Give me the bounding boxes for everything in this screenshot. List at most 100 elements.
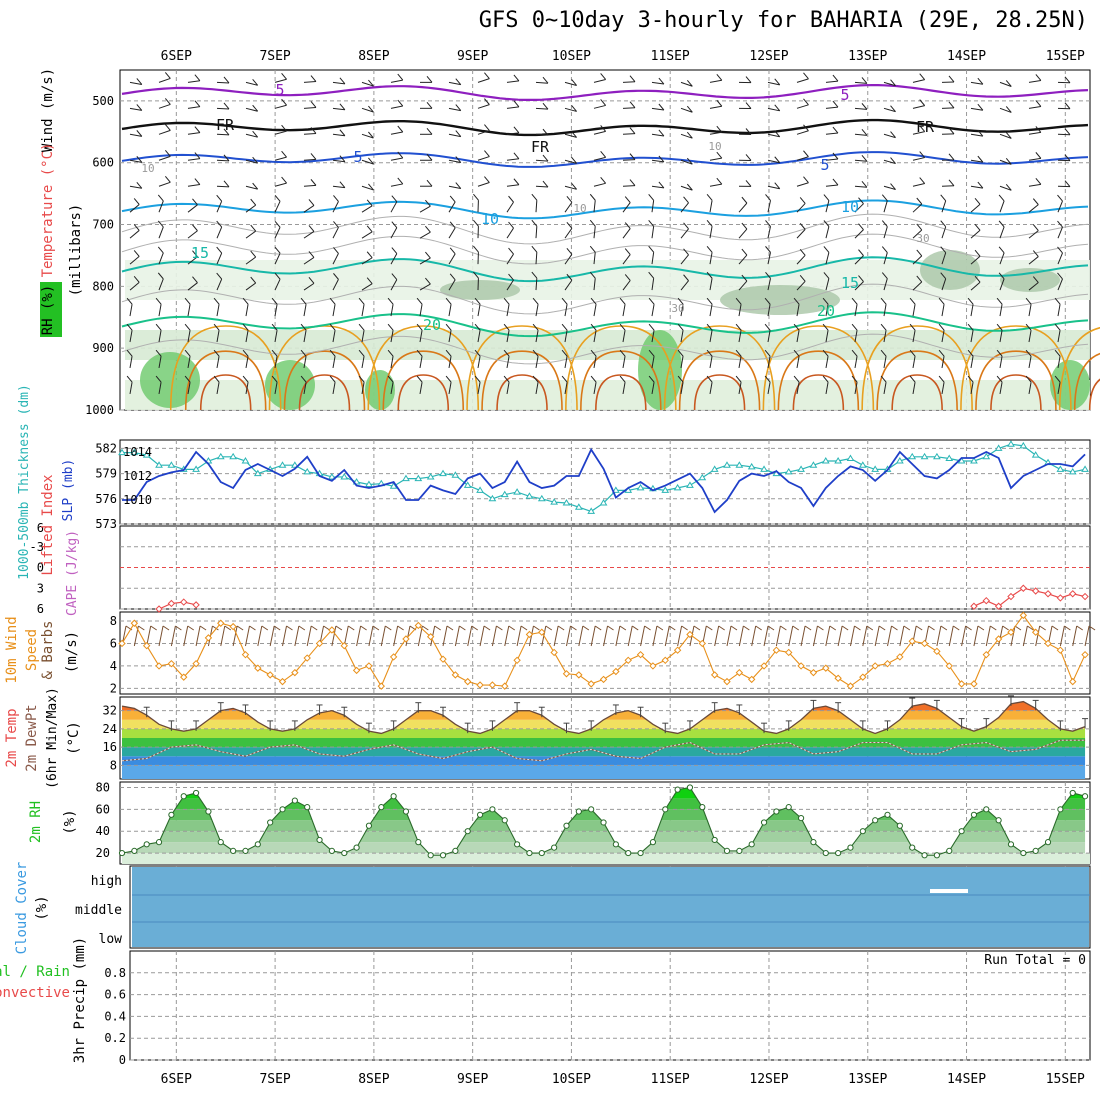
- wind-tick: 4: [110, 659, 117, 673]
- wind-barb-flag: [566, 247, 573, 255]
- wind-barb-flag: [1005, 80, 1012, 87]
- wind-barb-flag: [252, 104, 259, 112]
- wind-barb-flag: [126, 375, 133, 383]
- temp-contour-surface: [663, 325, 776, 411]
- wind-barb-10m: [615, 625, 621, 647]
- wind-barb-flag: [686, 105, 693, 113]
- thickness-point: [895, 457, 904, 464]
- wind-barb-flag: [571, 183, 577, 190]
- wind-barb: [825, 132, 838, 135]
- wind-speed-point: [624, 656, 632, 665]
- wind-barb: [158, 181, 171, 187]
- wind-barb: [709, 226, 713, 239]
- wind-speed-point: [340, 641, 348, 650]
- wind-barb-flag: [799, 197, 806, 204]
- wind-barb: [535, 304, 539, 317]
- wind-barb: [622, 356, 626, 369]
- wind-barb: [941, 226, 947, 239]
- wind-barb-flag: [484, 98, 490, 105]
- wind-barb-flag: [310, 179, 317, 186]
- wind-barb: [883, 200, 888, 213]
- wind-barb: [361, 257, 373, 265]
- wind-barb: [332, 185, 345, 189]
- rh-point: [1032, 847, 1039, 854]
- wind-barb-10m-flag: [138, 625, 145, 631]
- wind-speed-point: [389, 653, 398, 661]
- wind-barb-flag: [916, 223, 923, 231]
- wind-barb-flag: [425, 225, 431, 233]
- wind-barb: [419, 231, 431, 239]
- wind-barb-10m-flag: [878, 625, 886, 631]
- wind-barb: [187, 256, 198, 265]
- wind-barb-10m-flag: [693, 625, 701, 631]
- li-point: [180, 598, 188, 606]
- panel-frame-slp: [119, 439, 1091, 525]
- wind-barb-flag: [157, 220, 164, 228]
- rh-point: [797, 814, 805, 822]
- wind-barb-flag: [192, 198, 198, 206]
- wind-barb-10m-flag: [385, 625, 392, 631]
- wind-barb-flag: [157, 272, 164, 280]
- date-label-bottom: 9SEP: [457, 1072, 488, 1087]
- rh-point: [267, 819, 274, 826]
- wind-barb-10m: [862, 625, 868, 647]
- wind-barb: [535, 200, 538, 213]
- wind-barb: [1057, 330, 1061, 343]
- temp-color-band: [122, 738, 1086, 748]
- wind-barb: [361, 304, 365, 317]
- date-label-bottom: 7SEP: [259, 1072, 290, 1087]
- wind-barb-10m: [1010, 625, 1016, 647]
- wind-barb: [448, 133, 461, 138]
- wind-barb: [825, 252, 830, 265]
- wind-barb-flag: [938, 297, 945, 305]
- wind-barb-10m-flag: [199, 625, 207, 631]
- rh-mid-shading: [1000, 268, 1060, 292]
- wind-barb: [274, 201, 281, 213]
- wind-barb-flag: [484, 176, 490, 183]
- wind-barb: [883, 107, 896, 113]
- wind-barb: [448, 81, 461, 86]
- panel-frame-wind: [119, 611, 1091, 695]
- wind-barb-flag: [648, 349, 655, 357]
- rh-point: [612, 841, 619, 848]
- wind-barb: [158, 226, 164, 239]
- wind-speed-point: [328, 626, 336, 634]
- wind-barb: [535, 356, 539, 369]
- wind-barb-flag: [677, 297, 684, 305]
- wind-speed-point: [501, 682, 509, 690]
- wind-barb-flag: [977, 155, 984, 163]
- contour-label: FR: [916, 118, 935, 136]
- wind-barb: [477, 156, 490, 161]
- wind-barb-flag: [358, 297, 365, 305]
- li-point: [1044, 590, 1052, 598]
- wind-barb: [912, 183, 925, 187]
- wind-barb-flag: [1035, 178, 1042, 185]
- wind-barb-flag: [774, 156, 781, 164]
- wind-barb-flag: [765, 194, 771, 201]
- wind-barb: [332, 107, 345, 111]
- wind-barb: [651, 278, 655, 291]
- wind-barb-flag: [974, 223, 981, 231]
- wind-barb-10m: [849, 625, 855, 647]
- thickness-point: [402, 474, 410, 482]
- wind-barb-flag: [948, 127, 955, 135]
- li-point: [982, 596, 990, 605]
- wind-barb: [129, 185, 142, 189]
- wind-barb-10m-flag: [212, 625, 219, 631]
- wind-barb-flag: [474, 375, 481, 383]
- wind-barb: [767, 252, 771, 265]
- wind-barb: [622, 185, 636, 187]
- wind-barb: [361, 382, 365, 395]
- wind-barb-flag: [503, 349, 510, 357]
- wind-barb-flag: [745, 102, 752, 109]
- wind-tick: 2: [110, 681, 117, 695]
- rh-shading: [125, 330, 1090, 360]
- wind-barb-flag: [916, 275, 923, 283]
- wind-barb-flag: [948, 75, 955, 83]
- wind-speed-point: [883, 659, 892, 668]
- contour-label: 10: [708, 140, 721, 153]
- wind-barb-flag: [706, 194, 713, 201]
- date-label-top: 11SEP: [651, 49, 690, 64]
- wind-barb-flag: [880, 349, 887, 357]
- wind-barb: [999, 356, 1003, 369]
